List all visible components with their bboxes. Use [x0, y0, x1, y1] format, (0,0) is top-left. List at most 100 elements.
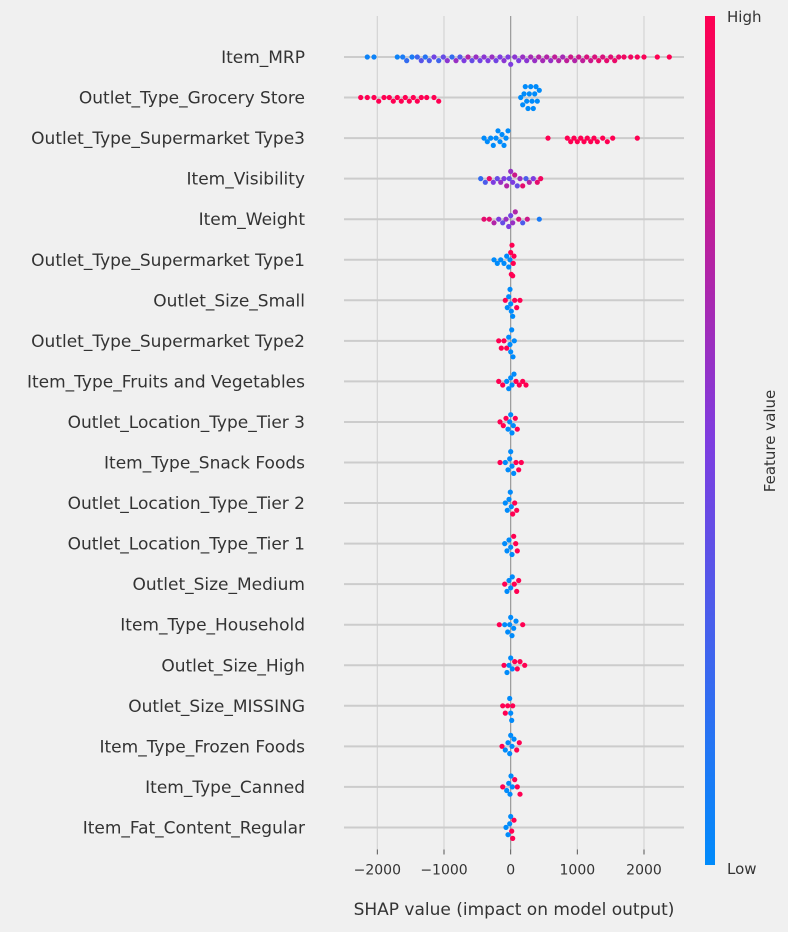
shap-point [502, 297, 508, 303]
shap-point [512, 209, 518, 215]
shap-point [522, 84, 528, 90]
shap-point [634, 135, 640, 141]
shap-point [501, 260, 507, 266]
shap-point [469, 58, 475, 64]
feature-label: Outlet_Type_Supermarket Type3 [31, 129, 305, 149]
shap-point [591, 135, 597, 141]
shap-point [473, 54, 479, 60]
shap-point [501, 142, 507, 148]
shap-point [571, 135, 577, 141]
shap-point [576, 54, 582, 60]
shap-point [508, 544, 514, 550]
shap-point [516, 58, 522, 64]
shap-point [564, 58, 570, 64]
shap-point [501, 58, 507, 64]
x-tick-label: 1000 [560, 862, 596, 878]
shap-point [508, 585, 514, 591]
shap-point [501, 662, 507, 668]
shap-point [509, 551, 515, 558]
shap-point [478, 176, 484, 182]
shap-point [488, 135, 494, 141]
shap-point [511, 533, 517, 539]
shap-point [506, 496, 512, 502]
shap-point [390, 98, 396, 104]
shap-point [524, 216, 530, 222]
colorbar-high-label: High [727, 8, 761, 26]
shap-point [497, 139, 503, 145]
feature-label: Item_Type_Snack Foods [104, 454, 305, 474]
shap-point [517, 659, 523, 665]
shap-point [426, 58, 432, 64]
shap-point [528, 84, 534, 90]
shap-point [414, 54, 420, 60]
shap-point [511, 338, 517, 344]
shap-point [616, 54, 622, 60]
shap-point [485, 58, 491, 64]
shap-point [510, 511, 516, 517]
shap-point [534, 98, 540, 104]
shap-point [461, 58, 467, 64]
shap-point [588, 139, 594, 145]
shap-point [604, 139, 610, 145]
shap-point [534, 179, 540, 185]
shap-point [497, 459, 503, 466]
shap-point [514, 305, 520, 311]
shap-point [507, 286, 513, 292]
shap-point [608, 54, 614, 60]
shap-point [386, 94, 392, 101]
shap-point [574, 139, 580, 145]
shap-point [440, 54, 446, 60]
shap-point [364, 54, 370, 60]
shap-point [528, 54, 534, 60]
shap-point [496, 378, 502, 384]
shap-point [517, 791, 523, 797]
shap-point [513, 618, 519, 624]
shap-point [508, 412, 514, 418]
shap-point [493, 135, 499, 141]
shap-point [513, 378, 519, 384]
shap-point [465, 54, 471, 60]
shap-point [494, 260, 500, 266]
shap-point [509, 382, 515, 388]
shap-point [506, 176, 512, 182]
shap-point [526, 91, 532, 97]
shap-point [513, 541, 519, 547]
shap-point [502, 747, 508, 753]
shap-point [524, 58, 530, 64]
shap-point [507, 751, 513, 757]
shap-point [530, 105, 536, 112]
shap-point [404, 58, 410, 64]
shap-point [544, 54, 550, 60]
shap-point [503, 216, 509, 222]
shap-point [508, 773, 514, 779]
shap-point [522, 662, 528, 668]
shap-point [507, 821, 513, 827]
shap-point [538, 176, 544, 182]
x-tick-label: −1000 [420, 862, 467, 878]
feature-label: Item_Visibility [187, 170, 305, 190]
shap-point [509, 717, 515, 724]
shap-point [364, 94, 370, 101]
shap-point [641, 54, 647, 60]
shap-point [491, 220, 497, 226]
feature-label: Item_Type_Canned [145, 778, 305, 798]
shap-point [634, 54, 640, 60]
feature-label: Item_Type_Frozen Foods [100, 737, 306, 757]
feature-label: Item_Type_Fruits and Vegetables [27, 372, 305, 392]
x-tick-label: 2000 [626, 862, 662, 878]
shap-point [509, 574, 515, 580]
shap-point [508, 301, 514, 307]
shap-point [509, 743, 515, 749]
shap-point [510, 220, 516, 226]
shap-point [481, 135, 487, 141]
shap-point [600, 54, 606, 60]
shap-point [520, 183, 526, 189]
shap-point [514, 183, 520, 189]
shap-point [509, 463, 515, 469]
shap-point [600, 135, 606, 141]
feature-label: Outlet_Location_Type_Tier 2 [68, 494, 305, 514]
shap-point [511, 581, 517, 587]
shap-point [508, 213, 514, 219]
